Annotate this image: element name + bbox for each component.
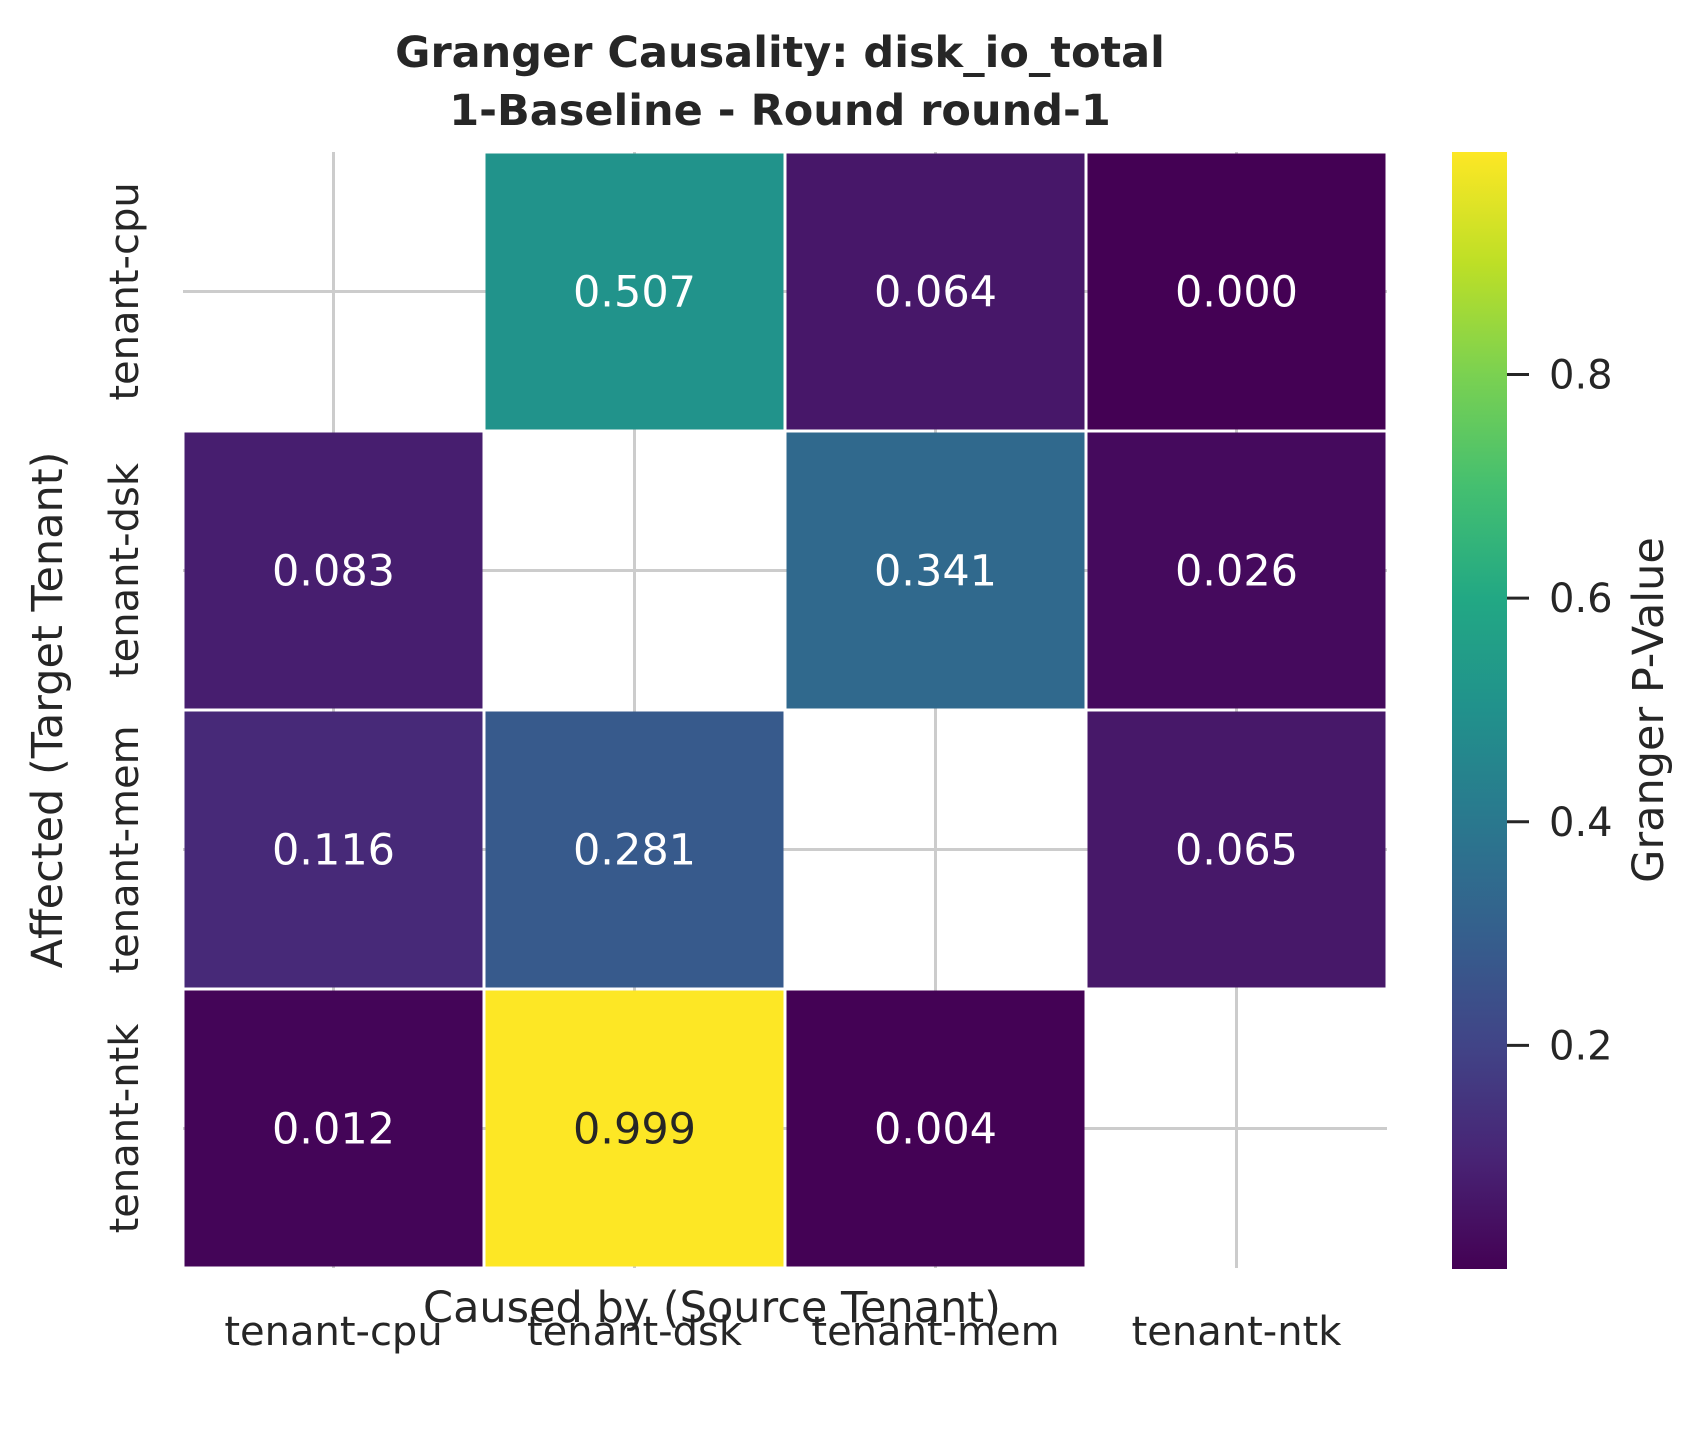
y-tick-label: tenant-cpu [102,182,148,400]
cell-value-label: 0.065 [1175,826,1298,876]
x-tick-label: tenant-ntk [1132,1309,1343,1355]
heatmap-cell [786,153,1085,430]
chart-title-line-2: 1-Baseline - Round round-1 [449,86,1111,136]
cell-value-label: 0.004 [874,1105,997,1155]
colorbar-gradient [1452,152,1507,1269]
colorbar: 0.2 0.4 0.6 0.8 [1452,152,1613,1269]
heatmap-cell [485,711,784,988]
x-tick-label: tenant-mem [811,1309,1059,1355]
cell-value-label: 0.000 [1175,268,1298,318]
heatmap-cell [1087,432,1386,709]
heatmap-cell [485,990,784,1267]
colorbar-tick-label: 0.2 [1549,1023,1613,1069]
heatmap-cell [184,711,483,988]
y-tick-label: tenant-ntk [102,1023,148,1234]
colorbar-tick-label: 0.6 [1549,576,1613,622]
cell-value-label: 0.012 [272,1105,395,1155]
colorbar-label: Granger P-Value [1624,537,1674,883]
cell-value-label: 0.116 [272,826,395,876]
cell-value-label: 0.083 [272,547,395,597]
heatmap-cell [184,432,483,709]
cell-value-label: 0.281 [573,826,696,876]
y-tick-label: tenant-dsk [102,462,148,678]
x-axis-label: Caused by (Source Tenant) [423,1283,1001,1333]
heatmap-cells: 0.507 0.064 0.000 0.083 0.341 0.026 0.116 0.281… [184,153,1386,1267]
x-tick-label: tenant-dsk [527,1309,743,1355]
y-tick-labels: tenant-cpu tenant-dsk tenant-mem tenant-ntk [102,182,148,1233]
x-tick-labels: tenant-cpu tenant-dsk tenant-mem tenant-ntk [224,1309,1342,1355]
heatmap-cell [485,153,784,430]
heatmap-cell [786,432,1085,709]
chart-title-line-1: Granger Causality: disk_io_total [395,28,1165,78]
cell-value-label: 0.064 [874,268,997,318]
x-tick-label: tenant-cpu [224,1309,442,1355]
cell-value-label: 0.026 [1175,547,1298,597]
cell-value-label: 0.341 [874,547,997,597]
heatmap-cell [1087,153,1386,430]
cell-value-label: 0.999 [573,1105,696,1155]
colorbar-tick-label: 0.8 [1549,353,1613,399]
heatmap-cell [786,990,1085,1267]
y-tick-label: tenant-mem [102,725,148,973]
heatmap-cell [1087,711,1386,988]
cell-value-label: 0.507 [573,268,696,318]
colorbar-tick-label: 0.4 [1549,800,1613,846]
y-axis-label: Affected (Target Tenant) [23,452,73,969]
heatmap-cell [184,990,483,1267]
